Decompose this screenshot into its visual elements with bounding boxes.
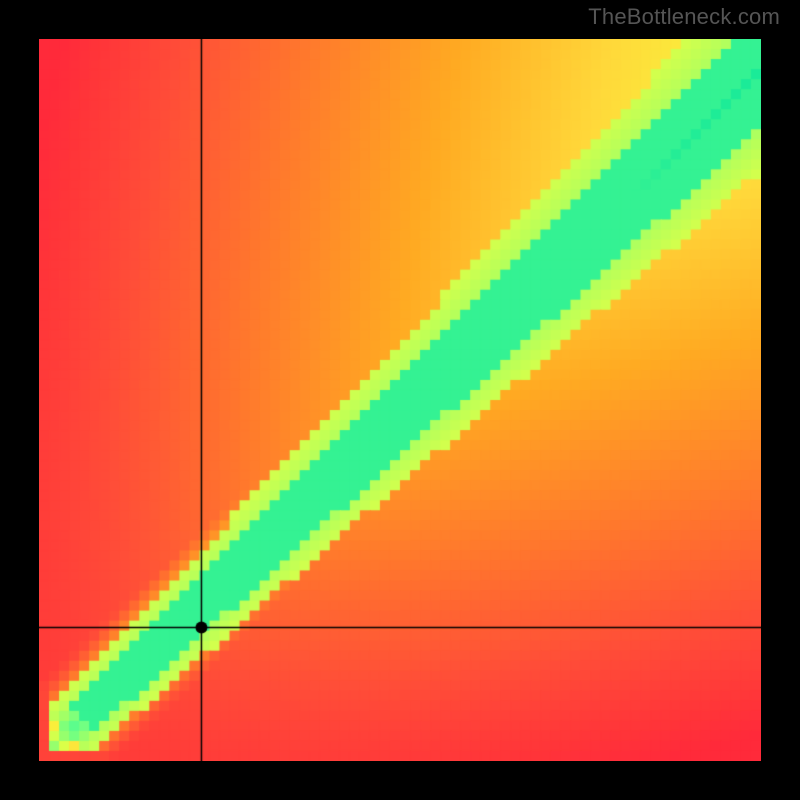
watermark-text: TheBottleneck.com [588,4,780,30]
chart-container: TheBottleneck.com [0,0,800,800]
bottleneck-heatmap [39,39,761,761]
